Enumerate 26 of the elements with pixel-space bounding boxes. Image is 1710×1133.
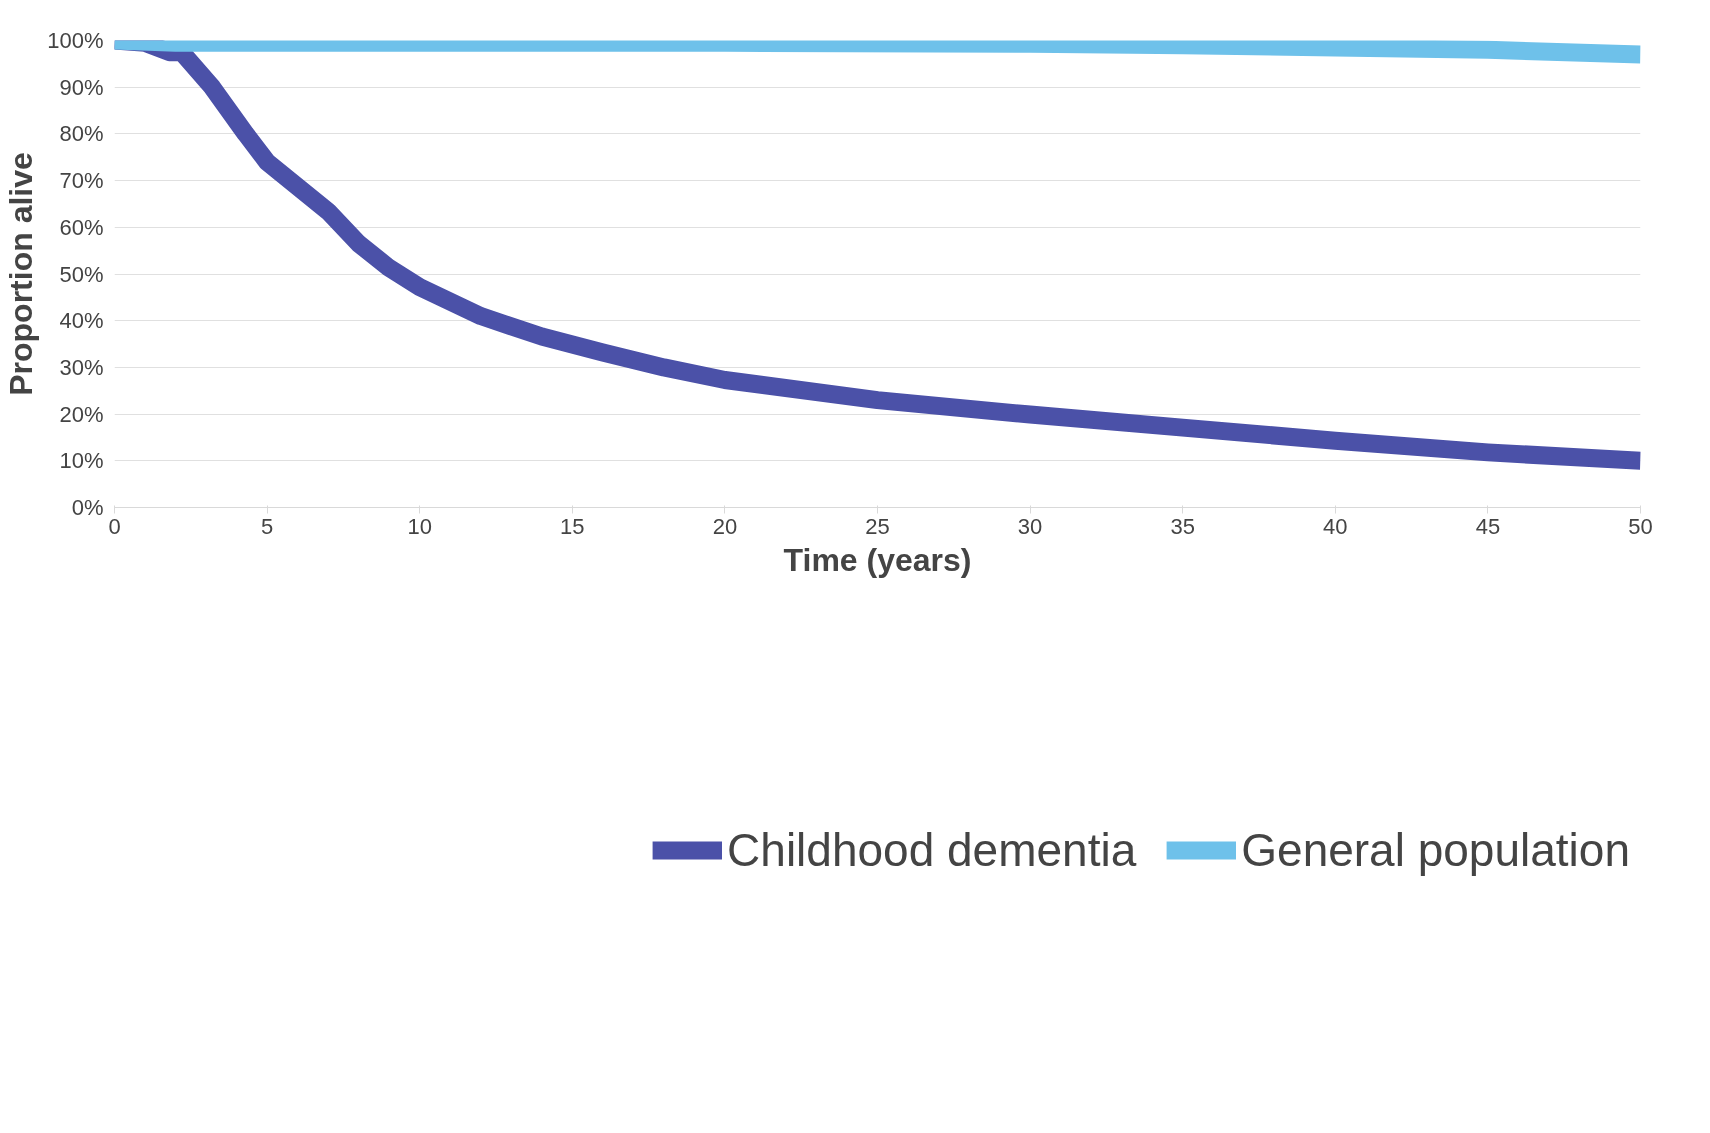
x-tick-label: 25 <box>865 513 890 539</box>
y-tick-label: 40% <box>59 308 104 334</box>
x-tick-label: 45 <box>1475 513 1501 539</box>
x-axis-title: Time (years) <box>783 541 972 578</box>
y-tick-label: 10% <box>59 448 104 474</box>
x-tick-label: 10 <box>407 513 432 539</box>
y-tick-label: 30% <box>59 354 104 380</box>
y-tick-label: 80% <box>59 121 104 147</box>
y-tick-label: 90% <box>59 74 104 100</box>
y-tick-label: 50% <box>59 261 104 287</box>
x-tick-label: 15 <box>560 513 585 539</box>
y-tick-label: 20% <box>59 401 104 427</box>
x-tick-label: 30 <box>1017 513 1043 539</box>
legend-label: General population <box>1241 823 1630 877</box>
x-tick-label: 35 <box>1170 513 1195 539</box>
y-tick-label: 100% <box>47 28 104 53</box>
y-axis-title: Proportion alive <box>3 152 40 396</box>
x-tick-label: 5 <box>260 513 274 539</box>
x-tick-label: 50 <box>1628 513 1653 539</box>
y-tick-label: 70% <box>59 168 104 194</box>
legend-label: Childhood dementia <box>727 823 1137 877</box>
x-tick-label: 0 <box>108 513 121 539</box>
x-tick-label: 40 <box>1323 513 1348 539</box>
y-tick-label: 0% <box>71 495 104 520</box>
x-tick-label: 20 <box>712 513 738 539</box>
y-tick-label: 60% <box>59 214 104 240</box>
